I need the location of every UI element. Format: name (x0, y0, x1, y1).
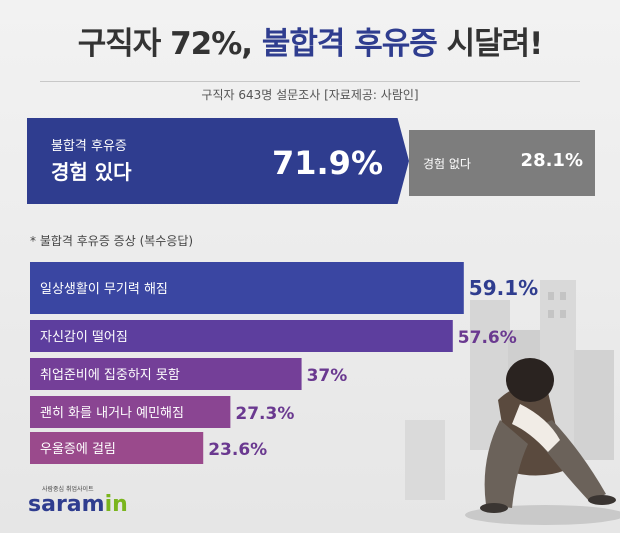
logo-tagline: 사람중심 취업사이트 (42, 486, 94, 493)
headline-part2: 불합격 후유증 (261, 26, 438, 62)
logo-name-main: saram (28, 492, 105, 517)
logo-name-accent: in (104, 492, 128, 517)
experience-no-box: 경험 없다 28.1% (409, 130, 595, 196)
chart-note: * 불합격 후유증 증상 (복수응답) (30, 234, 194, 248)
bar-value-3: 37% (307, 366, 348, 386)
experience-yes-label-line2: 경험 있다 (51, 160, 132, 184)
bar-value-2: 57.6% (458, 328, 517, 348)
experience-yes-value: 71.9% (271, 144, 383, 182)
bar-label-3: 취업준비에 집중하지 못함 (40, 368, 180, 383)
bar-label-2: 자신감이 떨어짐 (40, 330, 128, 345)
experience-yes-label-line1: 불합격 후유증 (51, 139, 127, 154)
bar-label-4: 괜히 화를 내거나 예민해짐 (40, 406, 184, 421)
headline: 구직자 72%, 불합격 후유증 시달려! (0, 18, 620, 63)
experience-no-value: 28.1% (520, 150, 583, 171)
survey-source: 구직자 643명 설문조사 [자료제공: 사람인] (201, 88, 419, 102)
bar-label-1: 일상생활이 무기력 해짐 (40, 282, 168, 297)
bar-value-1: 59.1% (469, 276, 538, 300)
logo-name: saramin (28, 492, 128, 517)
bar-label-5: 우울증에 걸림 (40, 442, 116, 457)
divider-line (0, 81, 620, 82)
bar-value-5: 23.6% (208, 440, 267, 460)
bar-3 (30, 358, 302, 390)
headline-part3: 시달려! (446, 26, 544, 62)
bar-5 (30, 432, 204, 464)
bar-2 (30, 320, 453, 352)
bar-value-4: 27.3% (235, 404, 294, 424)
bar-4 (30, 396, 231, 428)
bar-1 (30, 262, 464, 314)
headline-part1: 구직자 72%, (77, 26, 253, 62)
experience-no-label: 경험 없다 (423, 157, 471, 171)
experience-yes-box: 불합격 후유증 경험 있다 71.9% (27, 118, 409, 204)
